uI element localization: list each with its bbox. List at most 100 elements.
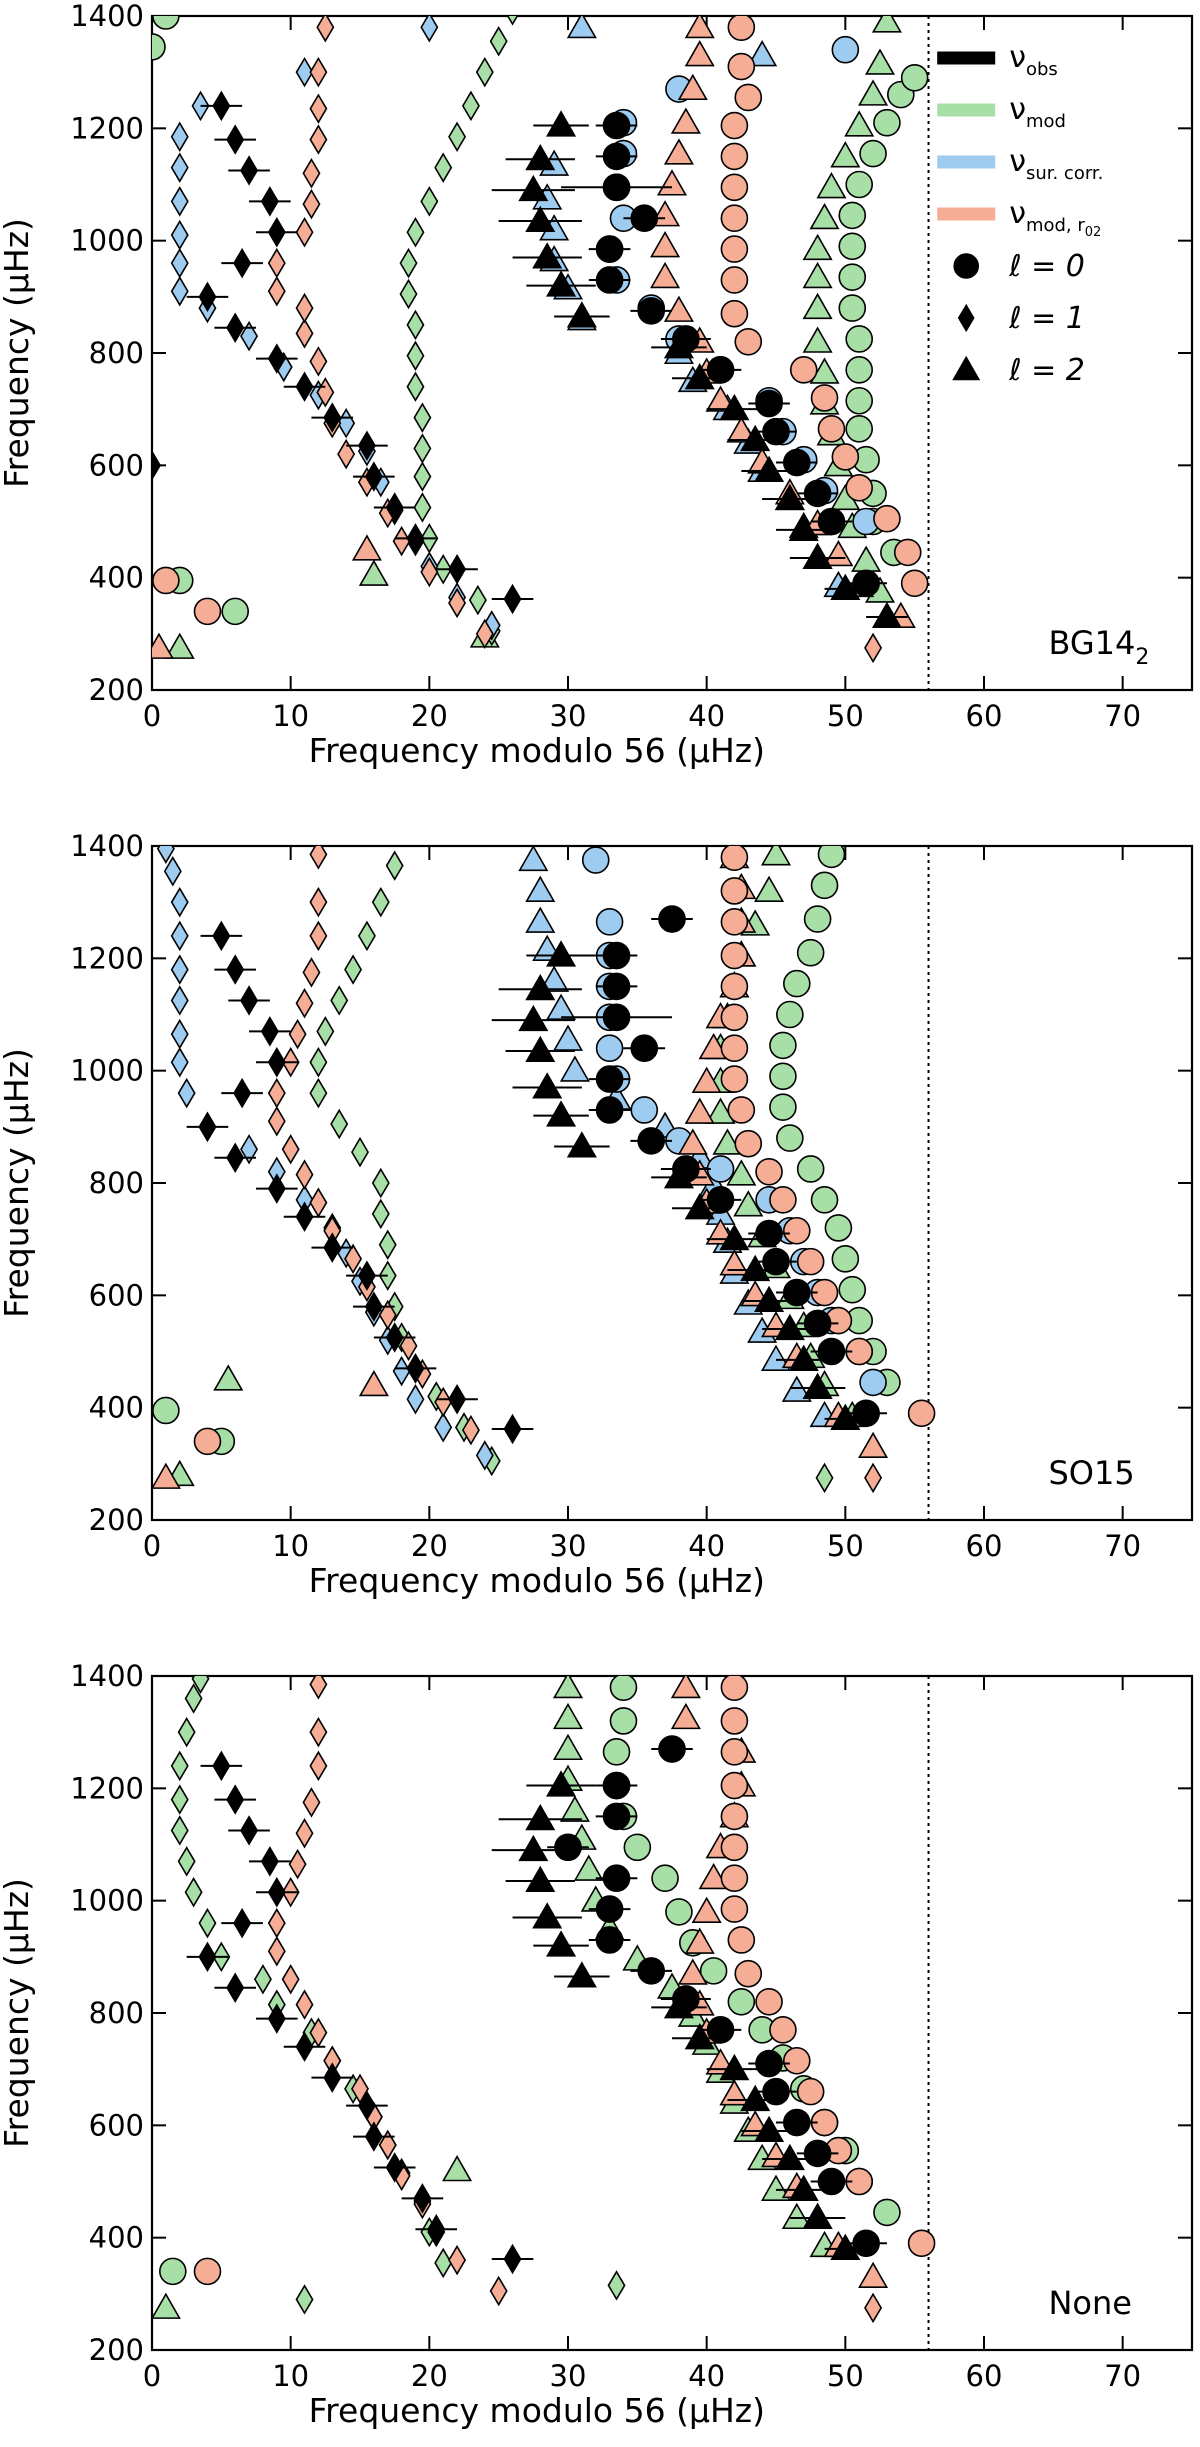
legend-label-circle: ℓ = 0 <box>1008 249 1085 284</box>
point-model-l2 <box>213 1364 244 1391</box>
point-r02-l1 <box>864 1462 883 1494</box>
point-r02-l0 <box>782 2046 811 2075</box>
point-model-l1 <box>406 217 425 248</box>
point-r02-l1 <box>309 846 328 870</box>
point-obs-l0 <box>595 266 624 294</box>
point-obs-l1 <box>427 2214 446 2245</box>
point-r02-l0 <box>720 877 749 905</box>
point-r02-l1 <box>267 1105 286 1137</box>
point-model-l0 <box>609 1676 638 1702</box>
point-r02-l2 <box>670 1702 701 1730</box>
legend-sub: obs <box>1026 59 1058 80</box>
point-obs-l2 <box>871 601 902 629</box>
point-sur-corr-l1 <box>420 16 439 43</box>
point-obs-l1 <box>406 523 425 554</box>
point-r02-l2 <box>677 1128 708 1155</box>
point-obs-l0 <box>852 2229 880 2258</box>
point-r02-l1 <box>316 16 335 43</box>
point-r02-l2 <box>663 138 694 165</box>
point-obs-l0 <box>803 479 832 508</box>
point-r02-l0 <box>734 1959 763 1988</box>
point-r02-l1 <box>267 275 286 307</box>
point-obs-l2 <box>546 1770 577 1797</box>
point-sur-corr-l0 <box>630 1096 659 1124</box>
point-sur-corr-l1 <box>392 1355 411 1387</box>
point-r02-l2 <box>351 534 382 561</box>
point-model-l2 <box>442 2155 473 2182</box>
point-r02-l0 <box>907 1399 936 1428</box>
point-model-l0 <box>651 1864 679 1892</box>
point-r02-l0 <box>734 327 763 356</box>
point-sur-corr-l1 <box>240 320 259 352</box>
point-r02-l0 <box>769 2016 797 2044</box>
point-r02-l2 <box>670 1676 701 1699</box>
point-r02-l0 <box>755 1987 783 2016</box>
point-sur-corr-l0 <box>595 908 624 936</box>
point-obs-l0 <box>755 2049 783 2078</box>
point-r02-l0 <box>873 504 901 533</box>
point-obs-l2 <box>719 2053 750 2081</box>
point-model-l0 <box>803 905 832 933</box>
point-model-l0 <box>152 16 180 30</box>
point-r02-l2 <box>726 416 757 443</box>
point-obs-l1 <box>240 1815 259 1846</box>
point-r02-l0 <box>720 204 749 232</box>
point-model-l2 <box>152 2292 181 2319</box>
point-obs-l1 <box>357 1260 376 1291</box>
y-tick-label: 1400 <box>70 829 144 863</box>
point-r02-l1 <box>489 2275 508 2307</box>
point-obs-l1 <box>226 1972 245 2003</box>
point-model-l1 <box>378 1229 397 1261</box>
point-obs-l2 <box>532 1072 563 1099</box>
point-model-l0 <box>602 1738 631 1766</box>
point-obs-l2 <box>546 110 577 137</box>
point-r02-l0 <box>831 443 860 471</box>
point-obs-l2 <box>532 242 563 269</box>
point-r02-l2 <box>684 40 715 67</box>
x-tick-label: 30 <box>550 699 587 733</box>
point-model-l0 <box>838 1275 867 1304</box>
point-r02-l1 <box>309 124 328 155</box>
point-r02-l0 <box>720 235 749 263</box>
point-r02-l0 <box>720 111 749 140</box>
point-model-l0 <box>623 1833 652 1862</box>
point-obs-l0 <box>637 1957 666 1985</box>
point-r02-l2 <box>670 107 701 134</box>
point-r02-l0 <box>900 569 929 598</box>
point-obs-l1 <box>212 920 231 952</box>
point-obs-l2 <box>566 1131 597 1158</box>
point-r02-l1 <box>302 158 321 189</box>
point-obs-l0 <box>817 1337 846 1366</box>
point-r02-l2 <box>698 1032 729 1060</box>
point-r02-l2 <box>358 1369 389 1397</box>
x-tick-label: 40 <box>688 1529 725 1563</box>
point-model-l1 <box>461 90 480 122</box>
y-axis-label: Frequency (μHz) <box>0 1048 36 1318</box>
point-model-l1 <box>399 278 418 310</box>
point-obs-l0 <box>762 417 790 446</box>
point-sur-corr-l2 <box>525 875 556 902</box>
point-r02-l1 <box>281 1134 300 1165</box>
point-obs-l1 <box>233 1077 252 1109</box>
point-model-l0 <box>845 325 874 353</box>
point-obs-l1 <box>240 155 259 186</box>
point-sur-corr-l1 <box>170 920 189 952</box>
point-sur-corr-l1 <box>170 275 189 307</box>
point-obs-l2 <box>719 393 750 421</box>
point-r02-l0 <box>720 266 749 294</box>
point-model-l0 <box>159 2257 187 2286</box>
point-model-l2 <box>864 48 896 75</box>
point-model-l0 <box>699 1957 728 1985</box>
point-r02-l0 <box>817 415 846 443</box>
point-r02-l1 <box>309 1187 328 1218</box>
point-obs-l2 <box>518 1834 549 1862</box>
point-obs-l1 <box>260 1016 279 1047</box>
x-tick-label: 60 <box>966 699 1003 733</box>
point-model-l2 <box>705 1097 736 1124</box>
point-obs-l0 <box>672 1155 700 1183</box>
point-r02-l0 <box>734 83 763 112</box>
panel-so15: 0 10 20 30 40 50 60 70 200 400 600 800 1000 1200 1400 F… <box>0 829 1194 1600</box>
point-r02-l0 <box>789 356 818 384</box>
point-model-l1 <box>475 56 494 88</box>
